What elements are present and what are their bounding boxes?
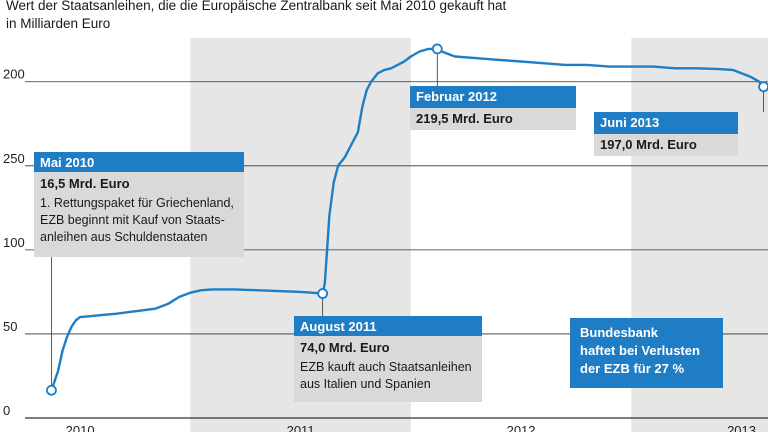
x-year-label: 2013: [727, 423, 756, 432]
x-year-label: 2011: [287, 423, 315, 432]
highlight-point-2: [431, 43, 443, 55]
callout-title: Februar 2012: [410, 86, 576, 108]
y-tick-label: 50: [3, 319, 17, 334]
callout-note-line-2: EZB beginnt mit Kauf von Staats-: [40, 213, 225, 227]
callout-value: 197,0 Mrd. Euro: [600, 137, 697, 152]
bundesbank-note-line-2: haftet bei Verlusten: [580, 343, 700, 358]
y-tick-label: 100: [3, 235, 25, 250]
highlight-point-1: [317, 288, 329, 299]
callout-note-line-1: 1. Rettungspaket für Griechenland,: [40, 196, 234, 210]
callout-note-line-3: anleihen aus Schuldenstaaten: [40, 230, 208, 244]
y-tick-label: 0: [3, 403, 10, 418]
subtitle-line-2: in Milliarden Euro: [6, 16, 111, 31]
callout-title: Mai 2010: [34, 152, 244, 172]
callout-feb-2012: Februar 2012 219,5 Mrd. Euro: [410, 86, 576, 130]
chart-subtitle: Wert der Staatsanleihen, die die Europäi…: [6, 0, 506, 33]
callout-aug-2011: August 2011 74,0 Mrd. Euro EZB kauft auc…: [294, 316, 482, 402]
callout-value: 16,5 Mrd. Euro: [40, 176, 130, 191]
x-year-label: 2012: [507, 423, 536, 432]
highlight-point-0: [46, 384, 57, 396]
callout-note-line-2: aus Italien und Spanien: [300, 377, 431, 391]
callout-note-line-1: EZB kauft auch Staatsanleihen: [300, 360, 472, 374]
callout-jun-2013: Juni 2013 197,0 Mrd. Euro: [594, 112, 738, 156]
bundesbank-note-line-3: der EZB für 27 %: [580, 361, 685, 376]
y-tick-label: 250: [3, 151, 25, 166]
highlight-point-3: [758, 81, 768, 93]
callout-value: 74,0 Mrd. Euro: [300, 340, 390, 355]
series-line: [50, 47, 765, 392]
callout-value: 219,5 Mrd. Euro: [416, 111, 513, 126]
callout-title: August 2011: [294, 316, 482, 336]
callout-title: Juni 2013: [594, 112, 738, 134]
bundesbank-note-line-1: Bundesbank: [580, 325, 659, 340]
y-tick-label: 200: [3, 67, 25, 82]
x-year-label: 2010: [66, 423, 95, 432]
callout-may-2010: Mai 2010 16,5 Mrd. Euro 1. Rettungspaket…: [34, 152, 244, 257]
bundesbank-note: Bundesbank haftet bei Verlusten der EZB …: [570, 318, 723, 388]
subtitle-line-1: Wert der Staatsanleihen, die die Europäi…: [6, 0, 507, 13]
